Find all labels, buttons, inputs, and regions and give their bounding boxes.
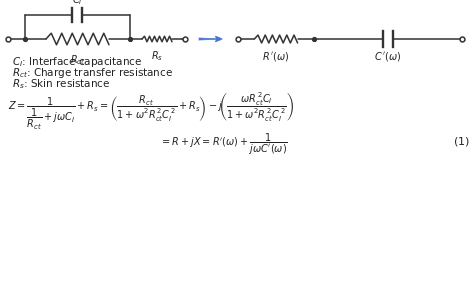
Text: $R_s$: Skin resistance: $R_s$: Skin resistance <box>12 77 110 91</box>
Text: $Z=\dfrac{1}{\dfrac{1}{R_{ct}}+j\omega C_I}+R_s=\left(\dfrac{R_{ct}}{1+\omega^2 : $Z=\dfrac{1}{\dfrac{1}{R_{ct}}+j\omega C… <box>8 91 293 132</box>
Text: $C_I$: Interface capacitance: $C_I$: Interface capacitance <box>12 55 142 69</box>
Text: $C\,'(\omega)$: $C\,'(\omega)$ <box>374 50 401 63</box>
Text: $C_I$: $C_I$ <box>72 0 83 7</box>
Text: $(1)$: $(1)$ <box>452 135 469 148</box>
Text: $R_s$: $R_s$ <box>150 49 163 63</box>
Text: $R\,'(\omega)$: $R\,'(\omega)$ <box>262 50 289 63</box>
Text: $R_{ct}$: Charge transfer resistance: $R_{ct}$: Charge transfer resistance <box>12 66 173 80</box>
Text: $R_{ct}$: $R_{ct}$ <box>69 53 85 67</box>
Text: $=R+jX=R'(\omega)+\dfrac{1}{j\omega C'(\omega)}$: $=R+jX=R'(\omega)+\dfrac{1}{j\omega C'(\… <box>159 132 288 157</box>
